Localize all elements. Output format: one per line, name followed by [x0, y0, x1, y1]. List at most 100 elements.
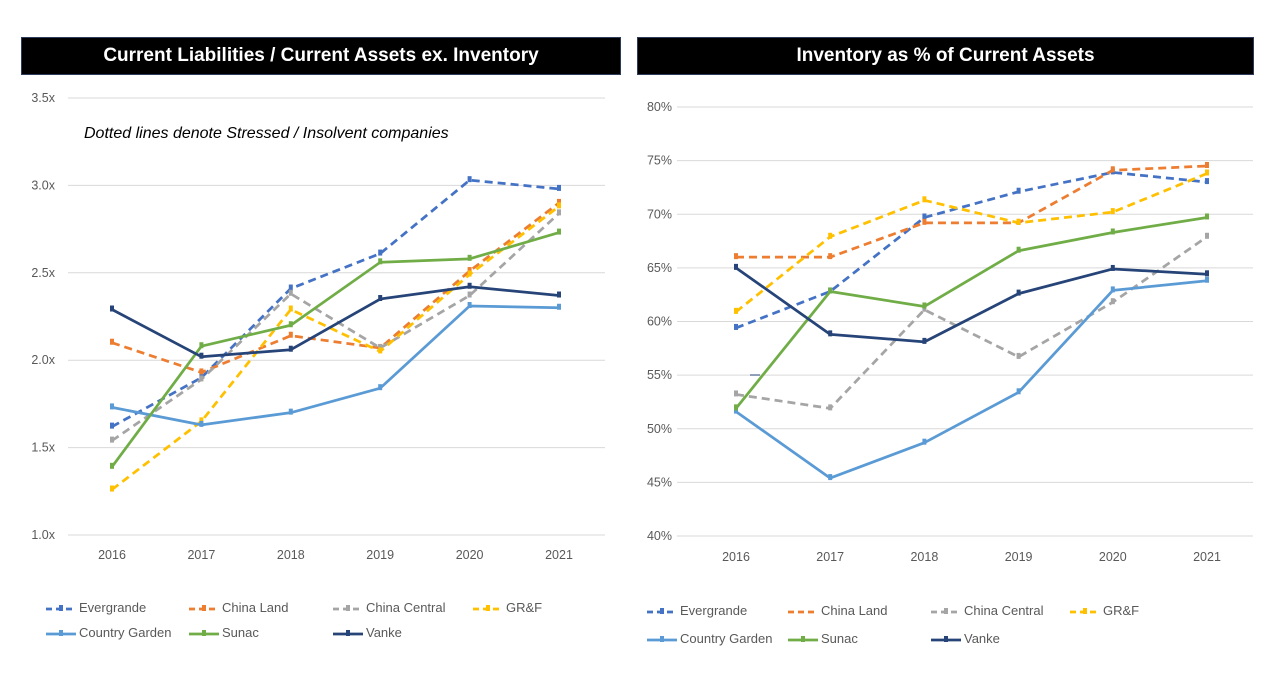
- data-point-evergrande: [1016, 187, 1021, 194]
- data-point-gr-f: [199, 417, 204, 424]
- data-point-evergrande: [467, 176, 472, 183]
- y-tick-label: 40%: [647, 529, 672, 543]
- data-point-vanke: [467, 282, 472, 289]
- data-point-vanke: [199, 352, 204, 359]
- data-point-vanke: [828, 330, 833, 337]
- chart-title-left: Current Liabilities / Current Assets ex.…: [21, 37, 621, 75]
- legend-label: China Land: [821, 603, 888, 618]
- y-tick-label: 70%: [647, 207, 672, 221]
- legend-label: Sunac: [821, 631, 858, 646]
- data-point-evergrande: [1205, 178, 1209, 185]
- legend-item-vanke: Vanke: [930, 631, 1000, 646]
- series-line-evergrande: [735, 171, 1208, 330]
- data-point-china-central: [922, 305, 927, 312]
- legend-label: Evergrande: [680, 603, 748, 618]
- legend-item-evergrande: Evergrande: [45, 600, 146, 615]
- data-point-country-garden: [199, 420, 204, 427]
- data-point-evergrande: [557, 184, 561, 191]
- y-tick-label: 3.5x: [31, 91, 55, 105]
- data-point-sunac: [922, 302, 927, 309]
- data-point-china-central: [467, 291, 472, 298]
- legend-item-sunac: Sunac: [188, 625, 259, 640]
- y-tick-label: 3.0x: [31, 178, 55, 192]
- x-tick-label: 2020: [456, 548, 484, 562]
- data-point-sunac: [288, 321, 293, 328]
- y-tick-labels: 40% 45% 50% 55% 60% 65% 70% 75% 80%: [647, 100, 672, 543]
- data-point-gr-f: [288, 305, 293, 312]
- x-tick-label: 2016: [98, 548, 126, 562]
- data-point-china-central: [199, 375, 204, 382]
- data-point-vanke: [557, 291, 561, 298]
- y-tick-label: 2.0x: [31, 353, 55, 367]
- series-line-vanke: [111, 285, 560, 359]
- legend-swatch-gr-f: [1070, 607, 1100, 614]
- x-tick-label: 2020: [1099, 550, 1127, 564]
- data-point-sunac: [199, 342, 204, 349]
- legend-item-china-land: China Land: [188, 600, 289, 615]
- data-point-gr-f: [828, 232, 833, 239]
- legend-swatch-country-garden: [647, 635, 677, 642]
- data-point-vanke: [922, 337, 927, 344]
- legend-swatch-vanke: [333, 629, 363, 636]
- data-point-country-garden: [110, 403, 114, 410]
- legend-label: China Central: [366, 600, 446, 615]
- gridlines: [68, 97, 605, 536]
- data-point-sunac: [467, 254, 472, 261]
- data-point-evergrande: [378, 249, 383, 256]
- legend-item-china-land: China Land: [787, 603, 888, 618]
- data-point-gr-f: [378, 347, 383, 354]
- legend-swatch-gr-f: [473, 604, 503, 611]
- legend-item-china-central: China Central: [930, 603, 1044, 618]
- legend-item-gr-f: GR&F: [472, 600, 542, 615]
- data-point-sunac: [1016, 246, 1021, 253]
- data-point-china-land: [734, 253, 738, 260]
- data-point-vanke: [378, 295, 383, 302]
- legend-swatch-vanke: [931, 635, 961, 642]
- series-line-country-garden: [111, 304, 560, 427]
- data-point-country-garden: [378, 384, 383, 391]
- x-tick-label: 2019: [366, 548, 394, 562]
- data-point-country-garden: [557, 303, 561, 310]
- data-point-country-garden: [1205, 276, 1209, 283]
- legend-swatch-sunac: [788, 635, 818, 642]
- data-point-evergrande: [1110, 168, 1115, 175]
- legend-label: Vanke: [964, 631, 1000, 646]
- legend-swatch-china-central: [931, 607, 961, 614]
- x-tick-label: 2017: [816, 550, 844, 564]
- legend-item-vanke: Vanke: [332, 625, 402, 640]
- legend-swatch-china-land: [788, 610, 818, 613]
- data-point-vanke: [734, 263, 738, 270]
- data-point-sunac: [828, 287, 833, 294]
- data-point-china-land: [288, 331, 293, 338]
- data-point-china-central: [110, 436, 114, 443]
- data-point-vanke: [1016, 289, 1021, 296]
- gridlines: [677, 106, 1253, 537]
- data-point-gr-f: [557, 202, 561, 209]
- x-tick-label: 2018: [910, 550, 938, 564]
- y-tick-label: 80%: [647, 100, 672, 114]
- series-line-gr-f: [735, 172, 1208, 313]
- data-point-china-land: [1110, 166, 1115, 173]
- data-point-sunac: [110, 462, 114, 469]
- legend-item-sunac: Sunac: [787, 631, 858, 646]
- x-tick-label: 2017: [187, 548, 215, 562]
- data-point-china-central: [288, 289, 293, 296]
- data-point-china-land: [557, 198, 561, 205]
- data-point-china-central: [378, 343, 383, 350]
- series-group: [110, 176, 561, 492]
- legend-label: Country Garden: [680, 631, 773, 646]
- data-point-gr-f: [110, 485, 114, 492]
- legend-label: GR&F: [506, 600, 543, 615]
- data-point-china-land: [922, 218, 927, 225]
- series-line-china-central: [735, 235, 1208, 410]
- data-point-china-land: [1016, 218, 1021, 225]
- y-tick-label: 65%: [647, 261, 672, 275]
- legend-label: Vanke: [366, 625, 402, 640]
- data-point-china-central: [828, 404, 833, 411]
- series-line-gr-f: [111, 205, 560, 491]
- data-point-gr-f: [922, 196, 927, 203]
- data-point-evergrande: [734, 323, 738, 330]
- legend-label: China Central: [964, 603, 1044, 618]
- data-point-evergrande: [288, 284, 293, 291]
- data-point-country-garden: [1110, 286, 1115, 293]
